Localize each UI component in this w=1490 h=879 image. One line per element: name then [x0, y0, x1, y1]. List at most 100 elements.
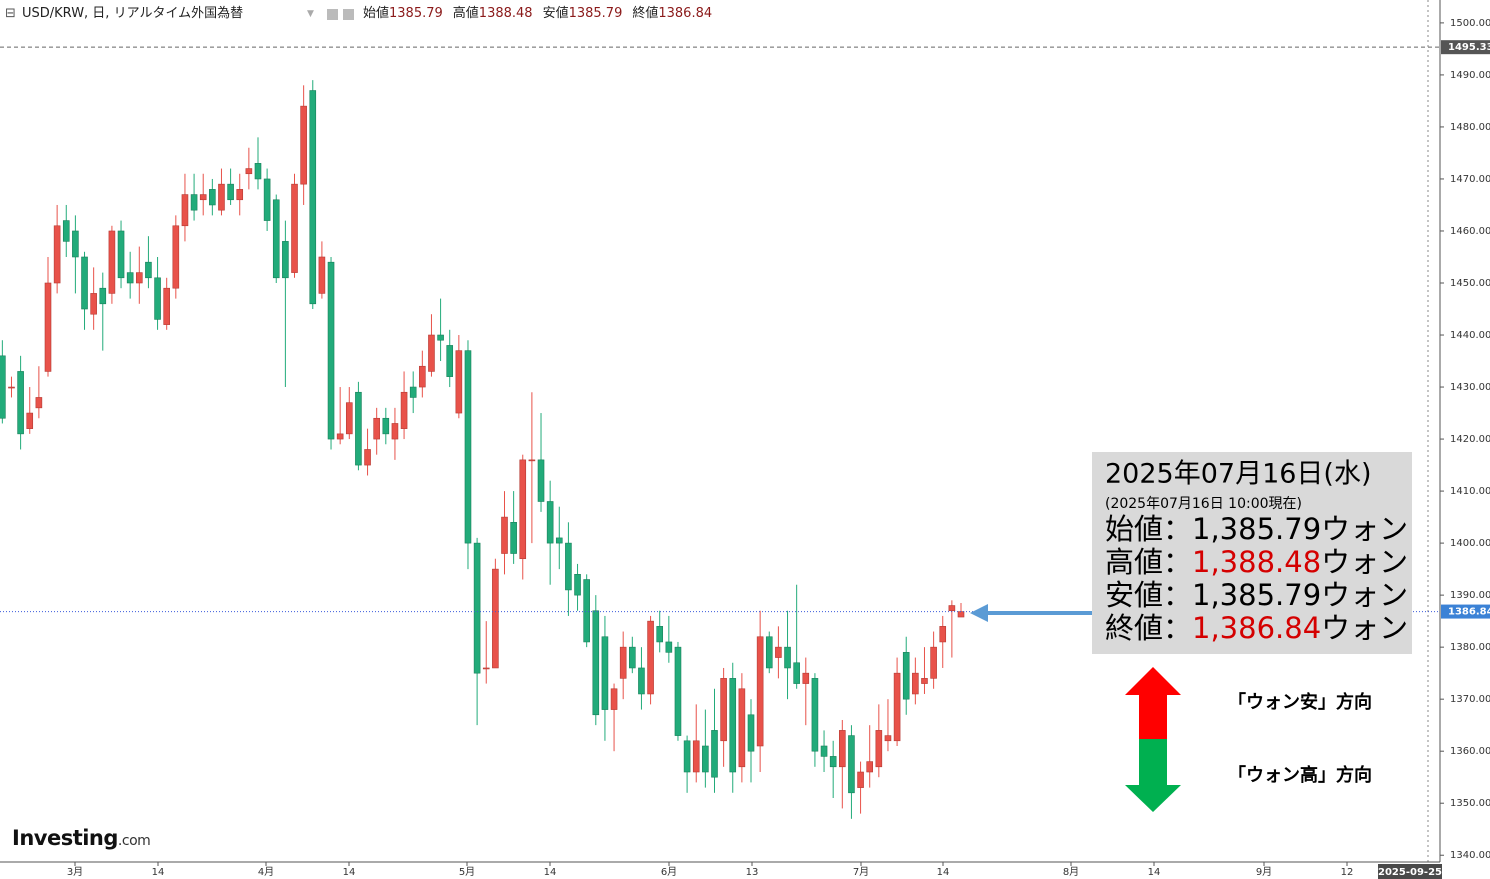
info-label: 安値：	[1105, 578, 1192, 612]
candle-body	[756, 636, 764, 747]
x-tick-label: 14	[544, 867, 557, 878]
logo: Investing.com	[12, 826, 150, 850]
candle-body	[190, 194, 198, 211]
collapse-icon[interactable]: ⊟	[5, 6, 16, 21]
candle-body	[108, 230, 116, 294]
candle-body	[391, 423, 399, 440]
candle-body	[811, 678, 819, 752]
settings-icon[interactable]	[343, 9, 354, 20]
info-row: 終値：1,386.84ウォン	[1105, 611, 1408, 645]
candle-body	[300, 105, 307, 185]
info-subtitle: (2025年07月16日 10:00現在)	[1105, 496, 1302, 512]
candle-body	[583, 579, 590, 643]
candle-body	[802, 672, 810, 684]
candle-body	[318, 256, 326, 294]
candle-body	[117, 230, 125, 279]
candle-body	[355, 391, 362, 466]
header-values: 始値1385.79 高値1388.48 安値1385.79 終値1386.84	[363, 5, 712, 21]
candle-body	[53, 225, 61, 284]
y-tick-label: 1400.00	[1450, 538, 1490, 549]
y-tick-label: 1390.00	[1450, 590, 1490, 601]
settings-icon[interactable]	[327, 9, 338, 20]
candle-body	[555, 537, 563, 544]
info-rows: 始値：1,385.79ウォン高値：1,388.48ウォン安値：1,385.79ウ…	[1105, 512, 1408, 645]
x-tick-label: 7月	[853, 866, 869, 878]
candle-body	[419, 365, 426, 388]
plot: 1340.00 1350.00 1360.00 1370.00 1380.00 1390.…	[0, 18, 1490, 879]
x-tick-label: 14	[343, 867, 356, 878]
x-tick-label: 4月	[258, 866, 274, 878]
candle-body	[309, 90, 317, 305]
candle-body	[857, 771, 864, 788]
candle-body	[665, 641, 673, 653]
header-item: 安値1385.79	[543, 5, 623, 21]
info-unit: ウォン	[1321, 512, 1408, 546]
candle-body	[44, 282, 52, 372]
up-label: 「ウォン安」方向	[1228, 691, 1372, 713]
y-tick-label: 1480.00	[1450, 122, 1490, 133]
header-item: 高値1388.48	[453, 5, 533, 21]
header-value: 1388.48	[479, 6, 533, 21]
up-arrow	[1125, 667, 1181, 739]
candle-body	[702, 745, 709, 773]
y-tick-label: 1410.00	[1450, 486, 1490, 497]
candle-body	[245, 168, 253, 175]
price-label: 1386.84	[1448, 607, 1490, 618]
dropdown[interactable]: ▼	[307, 9, 314, 19]
reference-label: 1495.33	[1448, 42, 1490, 53]
candle-body	[765, 636, 773, 669]
candle-body	[145, 261, 152, 279]
candle-body	[136, 272, 143, 284]
candle-body	[848, 735, 855, 794]
candle-body	[729, 678, 737, 773]
y-tick-label: 1500.00	[1450, 18, 1490, 29]
candle-body	[775, 646, 782, 658]
down-arrow	[1125, 739, 1181, 812]
candle-body	[656, 626, 664, 643]
price-label-box	[1441, 604, 1490, 619]
candle-body	[610, 688, 618, 710]
x-tick-label: 13	[746, 867, 759, 878]
y-tick-label: 1440.00	[1450, 330, 1490, 341]
symbol: USD/KRW, 日, リアルタイム外国為替	[22, 5, 243, 21]
y-tick-label: 1370.00	[1450, 694, 1490, 705]
info-title: 2025年07月16日(水)	[1105, 459, 1372, 490]
x-tick-label: 6月	[661, 866, 677, 878]
header-label: 高値	[453, 5, 479, 21]
reference-label-box	[1441, 40, 1490, 55]
info-label: 始値：	[1105, 512, 1192, 546]
candle-body	[738, 688, 746, 768]
header-value: 1386.84	[658, 6, 712, 21]
candle-body	[282, 241, 289, 279]
crosshair-date-box	[1378, 864, 1442, 879]
x-tick-label: 12	[1341, 867, 1354, 878]
info-value: 1,385.79	[1192, 512, 1321, 546]
header-label: 安値	[543, 5, 569, 21]
candle-body	[17, 371, 24, 435]
candle-body	[866, 761, 874, 773]
candle-body	[327, 261, 335, 440]
header-value: 1385.79	[389, 6, 443, 21]
candle-body	[784, 646, 791, 669]
candle-body	[163, 287, 170, 325]
candle-body	[939, 626, 947, 643]
x-tick-label: 8月	[1063, 866, 1079, 878]
x-tick-label: 14	[937, 867, 950, 878]
candle-body	[902, 652, 910, 700]
candle-body	[345, 402, 353, 435]
candle-body	[683, 740, 691, 773]
header-item: 終値1386.84	[632, 5, 712, 21]
candle-body	[99, 287, 107, 305]
header-label: 始値	[363, 5, 389, 21]
y-tick-label: 1430.00	[1450, 382, 1490, 393]
candle-body	[62, 220, 70, 242]
y-tick-label: 1380.00	[1450, 642, 1490, 653]
info-box	[1092, 452, 1412, 654]
candle-body	[254, 163, 262, 180]
candle-body	[893, 672, 901, 742]
x-tick-label: 14	[152, 867, 165, 878]
pointer-arrow-head	[970, 604, 988, 622]
header-label: 終値	[632, 5, 658, 21]
candle-body	[619, 646, 627, 679]
